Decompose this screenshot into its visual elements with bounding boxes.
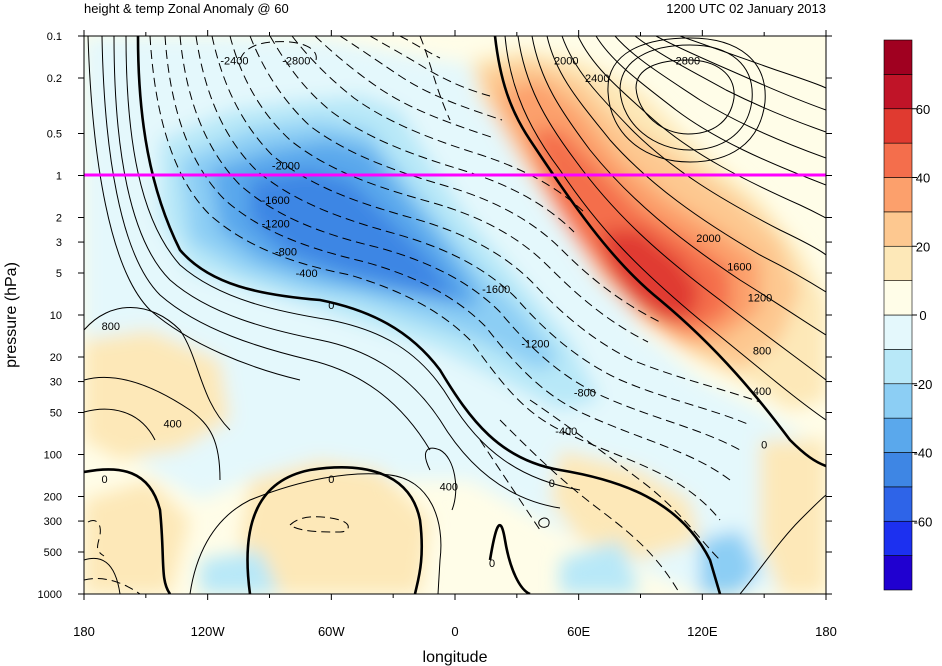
y-tick-label: 20	[50, 352, 62, 364]
zero-contour-main	[136, 36, 722, 594]
x-tick-label: 180	[73, 624, 95, 639]
colorbar-box	[883, 142, 913, 178]
zero-contour-sm	[488, 524, 531, 594]
contour-label: 0	[102, 474, 108, 486]
contour-label: 400	[163, 419, 181, 431]
contour-label: 2000	[554, 56, 578, 68]
zero-contour-mid	[246, 466, 424, 594]
colorbar-box	[883, 349, 913, 385]
contour-label: 0	[328, 474, 334, 486]
colorbar-tick-label: 60	[916, 102, 930, 117]
colorbar-box	[883, 74, 913, 110]
contour-label: 0	[761, 440, 767, 452]
colorbar-box	[883, 314, 913, 350]
colorbar-box	[883, 211, 913, 247]
contour-label: -2000	[272, 161, 300, 173]
y-tick-label: 30	[50, 377, 62, 389]
chart-title-left: height & temp Zonal Anomaly @ 60	[84, 1, 289, 16]
y-tick-label: 2	[56, 212, 62, 224]
contour-label: -800	[574, 388, 596, 400]
x-tick-label: 180	[815, 624, 837, 639]
contour-label: 400	[440, 482, 458, 494]
y-tick-label: 3	[56, 237, 62, 249]
colorbar-box	[883, 486, 913, 522]
contour-label: 2000	[696, 233, 720, 245]
contour-labels: -2400 -2800 2000 2400 2800 -2000 -1600 -1200 -80…	[102, 56, 773, 570]
contour-label: 0	[489, 558, 495, 570]
x-tick-label: 60E	[567, 624, 590, 639]
y-tick-label: 5	[56, 268, 62, 280]
colorbar-box	[883, 452, 913, 488]
x-axis-label: longitude	[423, 649, 488, 666]
contour-label: -1200	[521, 338, 549, 350]
height-contours	[84, 36, 826, 594]
contour-label: 0	[328, 300, 334, 312]
colorbar-box	[883, 39, 913, 75]
y-tick-label: 1000	[38, 589, 62, 601]
x-tick-label: 120W	[191, 624, 226, 639]
colorbar-tick-label: -40	[914, 446, 933, 461]
y-axis-label: pressure (hPa)	[3, 262, 20, 368]
x-tick-label: 0	[451, 624, 458, 639]
contour-label: 400	[753, 386, 771, 398]
colorbar-box	[883, 383, 913, 419]
colorbar-tick-label: 20	[916, 239, 930, 254]
zero-contour-sw	[84, 468, 172, 594]
contour-label: -400	[555, 426, 577, 438]
colorbar: -60 -40 -20 0 20 40 60	[883, 39, 933, 591]
contour-label: 800	[102, 321, 120, 333]
x-axis: 180 120W 60W 0 60E 120E 180	[73, 30, 837, 639]
colorbar-box	[883, 417, 913, 453]
colorbar-box	[883, 555, 913, 591]
contour-label: 1200	[748, 293, 772, 305]
colorbar-tick-label: -60	[914, 514, 933, 529]
colorbar-box	[883, 245, 913, 281]
colorbar-tick-label: 40	[916, 171, 930, 186]
zero-contour-east	[493, 36, 826, 468]
y-tick-label: 0.5	[47, 129, 62, 141]
contour-label: -1600	[262, 195, 290, 207]
y-tick-label: 500	[44, 547, 62, 559]
y-tick-label: 200	[44, 491, 62, 503]
colorbar-box	[883, 520, 913, 556]
contour-label: 2800	[676, 56, 700, 68]
y-tick-label: 50	[50, 408, 62, 420]
contour-label: 2400	[585, 73, 609, 85]
contour-label: -2400	[220, 56, 248, 68]
colorbar-tick-label: 0	[919, 308, 926, 323]
contour-label: 800	[753, 346, 771, 358]
x-tick-label: 120E	[687, 624, 718, 639]
y-tick-label: 0.1	[47, 31, 62, 43]
contour-label: 1600	[727, 262, 751, 274]
x-tick-label: 60W	[318, 624, 345, 639]
colorbar-tick-label: -20	[914, 377, 933, 392]
contour-label: -1200	[262, 218, 290, 230]
y-tick-label: 300	[44, 516, 62, 528]
y-tick-label: 1	[56, 171, 62, 183]
chart-title-right: 1200 UTC 02 January 2013	[666, 1, 826, 16]
contour-label: -2800	[282, 56, 310, 68]
colorbar-box	[883, 177, 913, 213]
contour-label: -1600	[482, 284, 510, 296]
colorbar-box	[883, 280, 913, 316]
temperature-anomaly-field	[84, 36, 826, 594]
colorbar-box	[883, 108, 913, 144]
y-tick-label: 10	[50, 310, 62, 322]
y-axis: 0.1 0.2 0.5 1 2 3 5 10 20 30 50 100 200 300 500 1000	[38, 31, 832, 601]
contour-label: 0	[549, 478, 555, 490]
y-tick-label: 0.2	[47, 73, 62, 85]
contour-label: -800	[275, 246, 297, 258]
y-tick-label: 100	[44, 450, 62, 462]
contour-label: -400	[296, 268, 318, 280]
